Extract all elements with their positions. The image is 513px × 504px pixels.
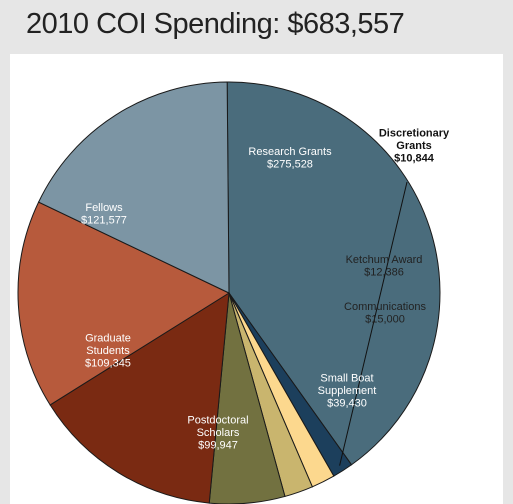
leader-line (339, 181, 408, 466)
slice-label-fellows: Fellows$121,577 (81, 202, 127, 227)
slice-label-small-boat-supplement: Small Boat Supplement$39,430 (318, 373, 377, 410)
slice-category-label: Graduate Students (85, 333, 131, 358)
slice-label-discretionary-grants: Discretionary Grants$10,844 (379, 128, 450, 165)
slice-category-label: Communications (344, 301, 426, 313)
slice-category-label: Research Grants (248, 146, 332, 158)
slice-value-label: $10,844 (394, 153, 435, 165)
slice-value-label: $121,577 (81, 214, 127, 226)
pie-slice-fellows (37, 81, 230, 294)
chart-panel: Research Grants $275,528 Discretionary Gran… (10, 54, 503, 504)
slice-label-communications: Communications$15,000 (344, 301, 426, 326)
pie-chart: Research Grants$275,528 Discretionary Gran… (17, 81, 450, 504)
pie-slice-postdoctoral-scholars (49, 292, 230, 504)
slice-value-label: $12,386 (364, 266, 404, 278)
pie-slice-graduate-students (17, 201, 231, 406)
pie-slice-research-grants (226, 81, 441, 466)
slice-category-label: Small Boat Supplement (318, 373, 377, 398)
chart-title: 2010 COI Spending: $683,557 (26, 8, 405, 40)
slice-value-label: $275,528 (267, 158, 313, 170)
slice-label-graduate-students: Graduate Students$109,345 (85, 333, 131, 370)
slice-value-label: $109,345 (85, 358, 131, 370)
slice-label-research-grants: Research Grants$275,528 (248, 146, 332, 171)
slice-value-label: $99,947 (198, 440, 238, 452)
slice-value-label: $39,430 (327, 398, 367, 410)
slice-value-label: $15,000 (365, 313, 405, 325)
slice-label-postdoctoral-scholars: Postdoctoral Scholars$99,947 (187, 415, 248, 452)
slice-category-label: Discretionary Grants (379, 128, 450, 153)
slice-category-label: Ketchum Award (346, 254, 423, 266)
slice-label-ketchum-award: Ketchum Award$12,386 (346, 254, 423, 278)
slice-category-label: Fellows (85, 202, 123, 214)
slice-category-label: Postdoctoral Scholars (187, 415, 248, 440)
